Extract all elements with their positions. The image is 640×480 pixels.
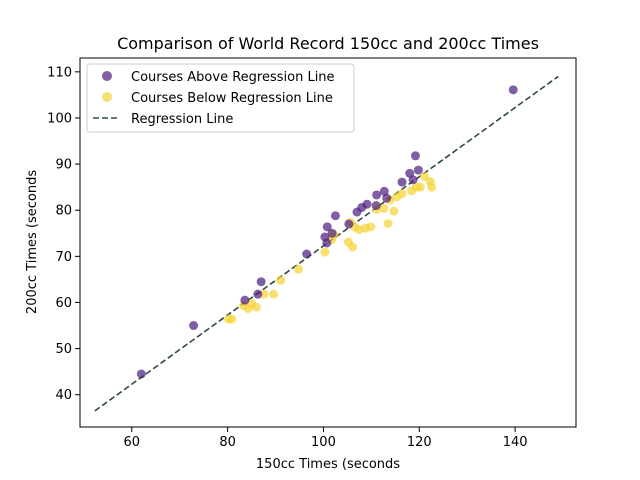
x-tick-label: 100 <box>311 435 336 450</box>
point-below-regression <box>294 264 304 274</box>
point-below-regression <box>269 289 279 299</box>
point-below-regression <box>383 219 393 229</box>
point-above-regression <box>508 85 518 95</box>
y-tick-label: 40 <box>55 388 72 403</box>
point-above-regression <box>344 219 354 229</box>
point-above-regression <box>240 295 250 305</box>
x-tick-label: 140 <box>503 435 528 450</box>
y-tick-label: 100 <box>47 111 72 126</box>
point-above-regression <box>372 190 382 200</box>
point-above-regression <box>322 222 332 232</box>
legend-label-above: Courses Above Regression Line <box>131 70 335 85</box>
point-above-regression <box>382 193 392 203</box>
point-below-regression <box>276 275 286 285</box>
point-below-regression <box>259 289 269 299</box>
point-above-regression <box>397 177 407 187</box>
point-above-regression <box>253 289 263 299</box>
point-above-regression <box>256 277 266 287</box>
point-below-regression <box>397 189 407 199</box>
legend: Courses Above Regression Line Courses Be… <box>86 63 355 133</box>
point-above-regression <box>330 211 340 221</box>
y-tick-label: 50 <box>55 342 72 357</box>
x-axis: 60 80 100 120 140 <box>123 427 528 450</box>
chart-title: Comparison of World Record 150cc and 200… <box>117 34 539 53</box>
y-tick-label: 70 <box>55 250 72 265</box>
point-above-regression <box>413 165 423 175</box>
y-tick-label: 90 <box>55 158 72 173</box>
point-above-regression <box>327 228 337 238</box>
x-tick-label: 80 <box>219 435 236 450</box>
point-below-regression <box>354 225 364 235</box>
point-above-regression <box>379 186 389 196</box>
regression-layer <box>94 75 559 412</box>
point-below-regression <box>251 302 261 312</box>
y-tick-label: 110 <box>47 65 72 80</box>
legend-marker-above <box>102 71 112 81</box>
x-axis-label: 150cc Times (seconds <box>256 457 400 472</box>
y-tick-label: 60 <box>55 296 72 311</box>
legend-label-regression: Regression Line <box>131 112 233 127</box>
legend-box <box>86 63 355 133</box>
point-above-regression <box>362 199 372 209</box>
y-axis-label: 200cc Times (seconds <box>25 170 40 314</box>
point-below-regression <box>227 314 237 324</box>
plot-area <box>79 57 577 428</box>
point-above-regression <box>136 369 146 379</box>
point-below-regression <box>366 222 376 232</box>
point-below-regression <box>415 182 425 192</box>
point-above-regression <box>322 238 332 248</box>
x-tick-label: 120 <box>407 435 432 450</box>
y-tick-label: 80 <box>55 204 72 219</box>
point-below-regression <box>389 206 399 216</box>
legend-marker-below <box>102 92 112 102</box>
point-above-regression <box>189 321 199 331</box>
point-above-regression <box>410 151 420 161</box>
point-below-regression <box>348 242 358 252</box>
point-below-regression <box>320 247 330 257</box>
point-below-regression <box>379 203 389 213</box>
x-tick-label: 60 <box>123 435 140 450</box>
regression-line <box>94 75 559 412</box>
point-above-regression <box>371 201 381 211</box>
points-layer <box>136 85 518 379</box>
y-axis: 40 50 60 70 80 90 100 110 <box>47 65 80 403</box>
plot-frame <box>79 57 577 428</box>
point-above-regression <box>302 249 312 259</box>
point-above-regression <box>408 175 418 185</box>
point-below-regression <box>427 182 437 192</box>
legend-label-below: Courses Below Regression Line <box>131 91 333 106</box>
